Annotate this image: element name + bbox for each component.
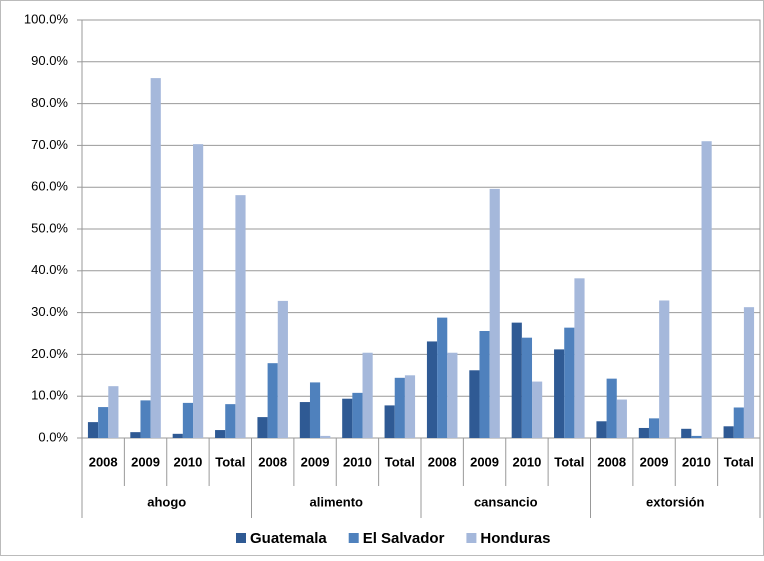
bar [130, 432, 141, 438]
bar [638, 427, 649, 438]
bar [404, 375, 416, 438]
bar [554, 349, 565, 438]
bar [532, 381, 543, 438]
bar [384, 405, 395, 438]
bar [691, 435, 702, 438]
x-tick-label: Total [215, 454, 245, 469]
bar [437, 317, 448, 438]
bar [87, 422, 99, 438]
bar [267, 363, 278, 438]
x-tick-label: 2009 [131, 454, 160, 469]
bar [616, 399, 627, 438]
bar [606, 378, 617, 438]
group-label: cansancio [474, 494, 538, 509]
legend-swatch [466, 533, 477, 543]
bar [723, 426, 734, 438]
y-tick-label: 20.0% [31, 346, 68, 361]
bar [150, 78, 161, 439]
bar [225, 404, 236, 438]
bar [659, 300, 670, 438]
bar [511, 322, 522, 438]
bar [108, 386, 119, 438]
x-tick-label: 2009 [470, 454, 499, 469]
bar [352, 392, 363, 438]
x-tick-label: 2008 [89, 454, 118, 469]
x-tick-label: 2010 [512, 454, 541, 469]
y-tick-label: 100.0% [24, 11, 69, 26]
y-tick-label: 40.0% [31, 262, 68, 277]
bar [521, 337, 533, 438]
bar [743, 307, 755, 438]
bar [426, 341, 438, 438]
y-tick-label: 90.0% [31, 53, 68, 68]
bar [140, 400, 151, 438]
y-tick-label: 0.0% [38, 429, 68, 444]
bar [299, 402, 310, 438]
bar [342, 398, 353, 438]
x-tick-label: 2008 [258, 454, 287, 469]
legend-label: Guatemala [250, 530, 327, 547]
legend-swatch [236, 533, 246, 543]
bar [469, 370, 480, 438]
bar [733, 407, 744, 438]
bar [489, 188, 500, 438]
legend-swatch [348, 533, 359, 543]
x-tick-label: 2010 [173, 454, 202, 469]
bar [182, 402, 194, 438]
group-label: alimento [310, 494, 364, 509]
bar [277, 300, 288, 438]
group-label: extorsión [646, 494, 705, 509]
y-tick-label: 60.0% [31, 179, 68, 194]
x-tick-label: 2008 [597, 454, 626, 469]
x-tick-label: 2009 [640, 454, 669, 469]
bar [701, 141, 712, 438]
legend-label: El Salvador [363, 530, 445, 547]
bar [257, 417, 268, 438]
bar [362, 352, 373, 438]
bar [394, 377, 405, 438]
bar [309, 382, 321, 438]
x-tick-label: 2010 [343, 454, 372, 469]
bar [447, 352, 458, 438]
x-tick-label: 2010 [682, 454, 711, 469]
x-tick-label: 2008 [428, 454, 457, 469]
bar [648, 418, 660, 438]
bar [564, 327, 575, 438]
x-tick-label: 2009 [301, 454, 330, 469]
x-tick-label: Total [554, 454, 584, 469]
bar [98, 407, 109, 438]
bar [320, 435, 331, 438]
x-tick-label: Total [385, 454, 415, 469]
group-label: ahogo [147, 494, 186, 509]
y-tick-label: 80.0% [31, 95, 68, 110]
bar [215, 430, 226, 438]
bar [681, 428, 692, 438]
bar [574, 278, 585, 438]
bar [193, 144, 204, 438]
y-tick-label: 10.0% [31, 388, 68, 403]
bar [479, 330, 490, 438]
bar [172, 433, 183, 438]
bar [235, 195, 246, 438]
y-tick-label: 70.0% [31, 137, 68, 152]
bar [596, 421, 607, 438]
y-tick-label: 30.0% [31, 304, 68, 319]
x-tick-label: Total [724, 454, 754, 469]
legend-label: Honduras [480, 530, 550, 547]
y-tick-label: 50.0% [31, 220, 68, 235]
